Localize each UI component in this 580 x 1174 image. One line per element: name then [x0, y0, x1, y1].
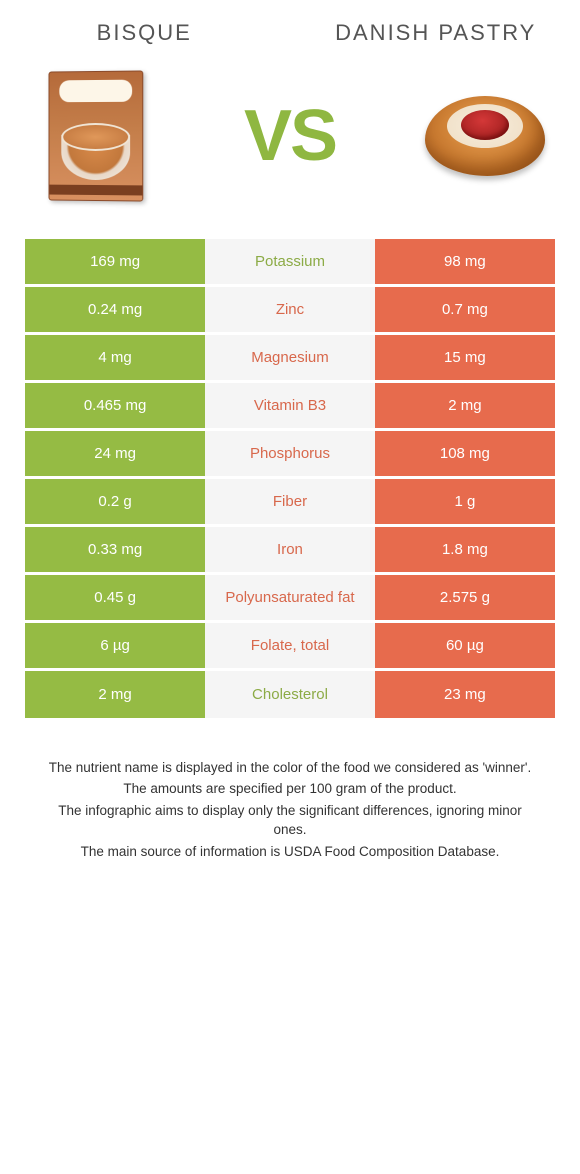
table-row: 169 mgPotassium98 mg — [25, 238, 555, 286]
left-value: 0.2 g — [25, 478, 205, 526]
vs-label: VS — [244, 95, 336, 177]
table-row: 6 µgFolate, total60 µg — [25, 622, 555, 670]
right-value: 108 mg — [375, 430, 555, 478]
table-row: 2 mgCholesterol23 mg — [25, 670, 555, 718]
left-value: 6 µg — [25, 622, 205, 670]
left-value: 24 mg — [25, 430, 205, 478]
right-value: 60 µg — [375, 622, 555, 670]
right-value: 23 mg — [375, 670, 555, 718]
nutrient-table: 169 mgPotassium98 mg0.24 mgZinc0.7 mg4 m… — [25, 236, 555, 718]
table-row: 0.45 gPolyunsaturated fat2.575 g — [25, 574, 555, 622]
right-value: 0.7 mg — [375, 286, 555, 334]
right-value: 2.575 g — [375, 574, 555, 622]
titles-row: BISQUE DANISH PASTRY — [25, 20, 555, 46]
right-value: 1 g — [375, 478, 555, 526]
footnote-line: The main source of information is USDA F… — [40, 842, 540, 862]
left-value: 0.33 mg — [25, 526, 205, 574]
nutrient-name: Zinc — [205, 286, 375, 334]
table-row: 0.465 mgVitamin B32 mg — [25, 382, 555, 430]
nutrient-name: Polyunsaturated fat — [205, 574, 375, 622]
table-row: 24 mgPhosphorus108 mg — [25, 430, 555, 478]
table-row: 0.33 mgIron1.8 mg — [25, 526, 555, 574]
right-value: 1.8 mg — [375, 526, 555, 574]
nutrient-name: Vitamin B3 — [205, 382, 375, 430]
footnote-line: The amounts are specified per 100 gram o… — [40, 779, 540, 799]
bisque-box-illustration — [48, 70, 143, 201]
table-row: 0.2 gFiber1 g — [25, 478, 555, 526]
footnotes: The nutrient name is displayed in the co… — [25, 758, 555, 862]
left-value: 169 mg — [25, 238, 205, 286]
right-value: 98 mg — [375, 238, 555, 286]
nutrient-name: Folate, total — [205, 622, 375, 670]
left-value: 0.465 mg — [25, 382, 205, 430]
bisque-image — [25, 66, 165, 206]
nutrient-name: Iron — [205, 526, 375, 574]
nutrient-name: Phosphorus — [205, 430, 375, 478]
table-row: 4 mgMagnesium15 mg — [25, 334, 555, 382]
footnote-line: The infographic aims to display only the… — [40, 801, 540, 840]
left-value: 2 mg — [25, 670, 205, 718]
right-value: 2 mg — [375, 382, 555, 430]
danish-illustration — [425, 96, 545, 176]
left-value: 4 mg — [25, 334, 205, 382]
right-value: 15 mg — [375, 334, 555, 382]
table-row: 0.24 mgZinc0.7 mg — [25, 286, 555, 334]
nutrient-table-body: 169 mgPotassium98 mg0.24 mgZinc0.7 mg4 m… — [25, 238, 555, 718]
nutrient-name: Magnesium — [205, 334, 375, 382]
food-title-right: DANISH PASTRY — [317, 20, 556, 46]
danish-image — [415, 66, 555, 206]
footnote-line: The nutrient name is displayed in the co… — [40, 758, 540, 778]
nutrient-name: Fiber — [205, 478, 375, 526]
left-value: 0.24 mg — [25, 286, 205, 334]
nutrient-name: Potassium — [205, 238, 375, 286]
food-title-left: BISQUE — [25, 20, 264, 46]
left-value: 0.45 g — [25, 574, 205, 622]
images-row: VS — [25, 66, 555, 206]
nutrient-name: Cholesterol — [205, 670, 375, 718]
